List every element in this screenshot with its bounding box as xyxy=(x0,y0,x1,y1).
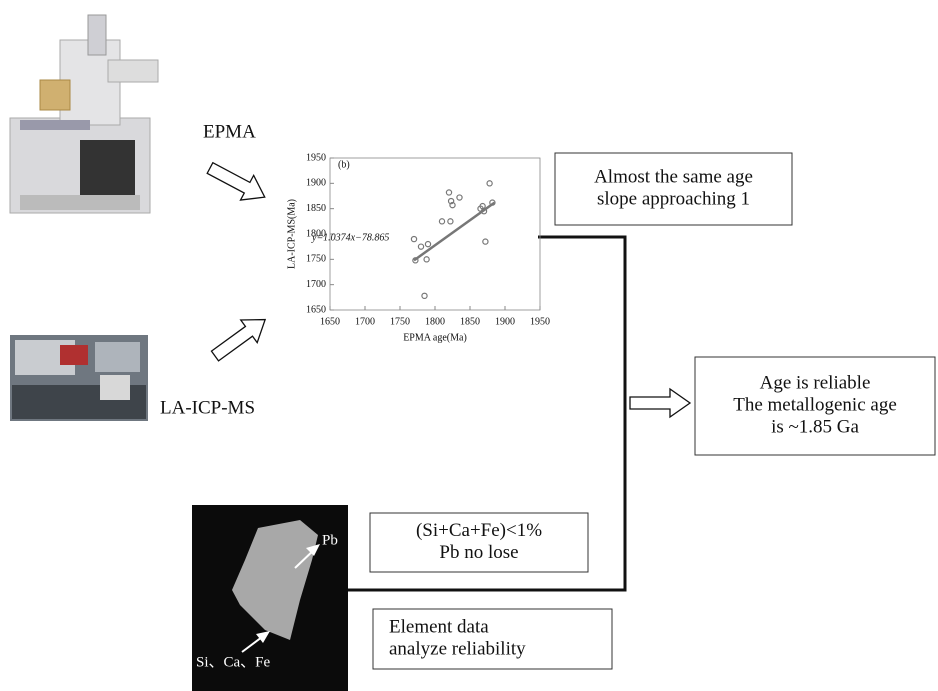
y-tick-label: 1900 xyxy=(306,178,326,189)
point xyxy=(423,256,430,263)
box-text: Age is reliable xyxy=(760,372,871,393)
y-tick-label: 1850 xyxy=(306,203,326,214)
x-tick-label: 1900 xyxy=(495,316,515,327)
y-axis-label: LA-ICP-MS(Ma) xyxy=(286,199,297,269)
text-box xyxy=(554,152,793,226)
x-tick-label: 1850 xyxy=(460,316,480,327)
box-text: is ~1.85 Ga xyxy=(771,416,859,437)
box-text: analyze reliability xyxy=(389,638,526,659)
box-text: Element data xyxy=(389,616,489,637)
x-tick-label: 1950 xyxy=(530,316,550,327)
point xyxy=(456,194,463,201)
y-tick-label: 1750 xyxy=(306,254,326,265)
sicafe-label: Si、Ca、Fe xyxy=(196,654,271,670)
point xyxy=(449,201,456,209)
box-text: (Si+Ca+Fe)<1% xyxy=(416,520,542,541)
x-axis-label: EPMA age(Ma) xyxy=(403,332,467,343)
bse-image xyxy=(192,505,348,691)
x-tick-label: 1750 xyxy=(390,316,410,327)
point xyxy=(417,243,425,250)
point xyxy=(447,197,455,205)
point xyxy=(480,207,488,215)
y-tick-label: 1650 xyxy=(306,304,326,315)
arrow xyxy=(629,387,692,419)
point xyxy=(482,238,489,245)
y-tick-label: 1800 xyxy=(306,228,326,239)
pb-label: Pb xyxy=(322,532,338,548)
text-box xyxy=(372,608,613,670)
box-text: Pb no lose xyxy=(439,542,518,563)
panel-label: (b) xyxy=(338,159,350,170)
point xyxy=(410,235,418,243)
arrow xyxy=(210,318,267,362)
point xyxy=(486,180,493,187)
point xyxy=(424,240,432,248)
epma-label: EPMA xyxy=(203,121,256,142)
equation: y=1.0374x−78.865 xyxy=(311,232,389,243)
x-tick-label: 1650 xyxy=(320,316,340,327)
x-tick-label: 1700 xyxy=(355,316,375,327)
box-text: The metallogenic age xyxy=(733,394,897,415)
point xyxy=(412,257,419,264)
arrow xyxy=(206,161,266,201)
y-tick-label: 1950 xyxy=(306,152,326,163)
epma-image xyxy=(9,14,159,214)
box-text: slope approaching 1 xyxy=(597,188,750,209)
x-tick-label: 1800 xyxy=(425,316,445,327)
point xyxy=(438,218,446,225)
laicpms-image xyxy=(10,335,148,421)
text-box xyxy=(369,512,589,573)
point xyxy=(447,218,454,225)
text-box xyxy=(694,356,936,456)
point xyxy=(445,189,453,196)
fit-line xyxy=(413,201,496,262)
box-text: Almost the same age xyxy=(594,166,753,187)
connector-line xyxy=(348,235,627,592)
point xyxy=(489,199,496,206)
y-tick-label: 1700 xyxy=(306,279,326,290)
laicpms-label: LA-ICP-MS xyxy=(160,397,255,418)
point xyxy=(421,292,428,300)
